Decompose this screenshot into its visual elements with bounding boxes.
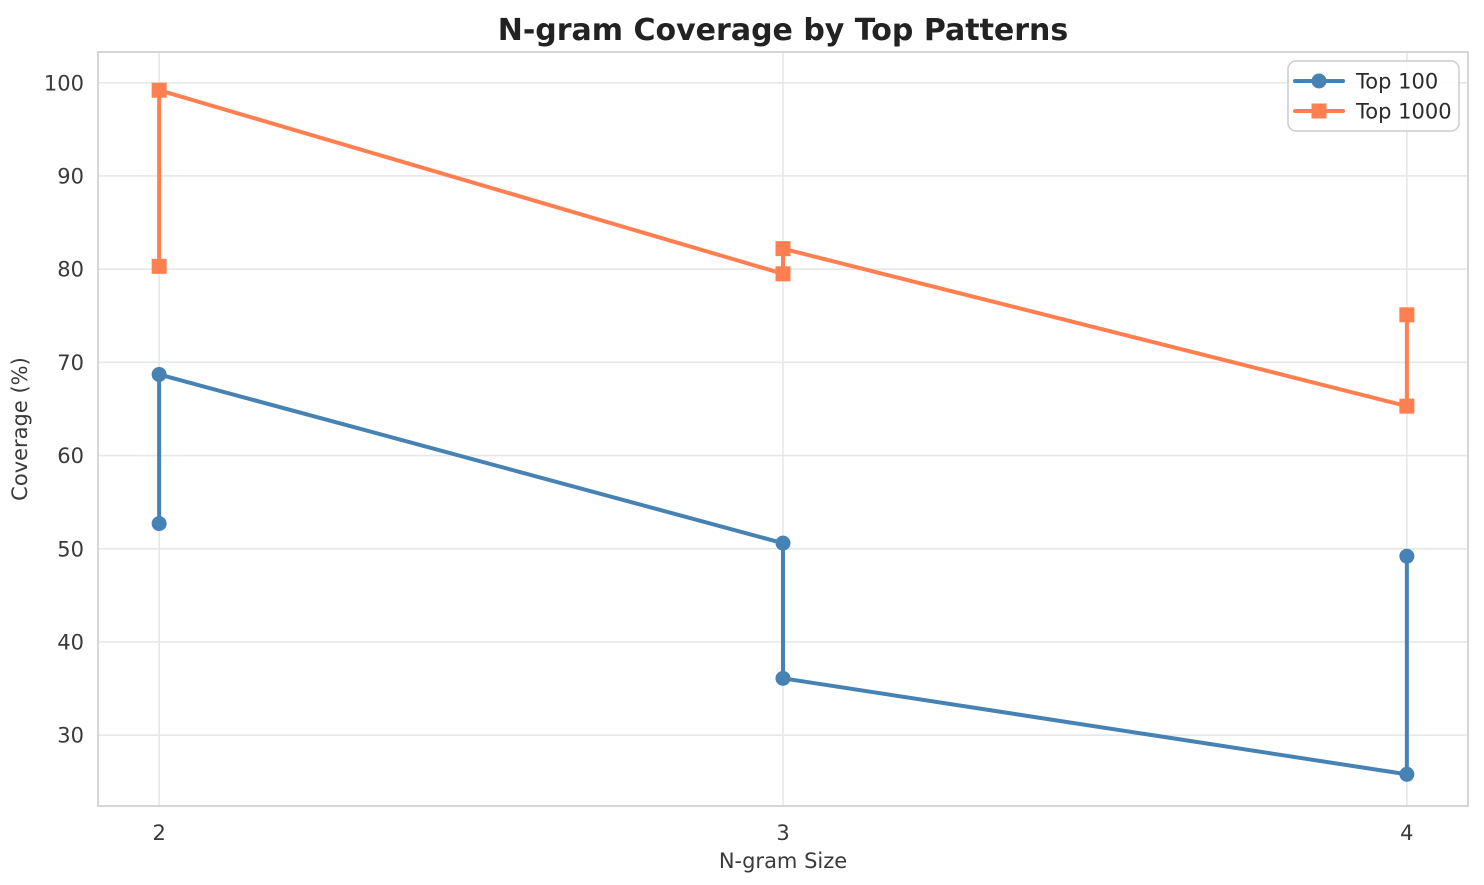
series-line-top-1000 [157,88,1409,409]
data-point-top-1000 [775,241,791,257]
y-tick-label: 80 [57,258,84,282]
y-tick-label: 50 [57,537,84,561]
data-point-top-100 [151,516,167,532]
data-point-top-1000 [1399,398,1415,414]
x-axis-label: N-gram Size [719,849,847,873]
legend-marker-top-100 [1311,73,1327,89]
chart-title: N-gram Coverage by Top Patterns [498,13,1069,48]
y-tick-label: 40 [57,630,84,654]
data-point-top-1000 [151,82,167,98]
y-tick-label: 60 [57,444,84,468]
y-tick-labels: 30 40 50 60 70 80 90 100 [44,71,84,747]
y-tick-label: 30 [57,724,84,748]
series-line-top-100 [157,372,1409,777]
legend-marker-top-1000 [1311,103,1327,119]
legend-label-top-100: Top 100 [1355,70,1438,94]
x-tick-labels: 2 3 4 [152,821,1413,845]
data-point-top-100 [1399,766,1415,782]
legend-label-top-1000: Top 1000 [1355,100,1452,124]
y-tick-label: 70 [57,351,84,375]
x-tick-label: 3 [776,821,789,845]
data-point-top-1000 [775,266,791,282]
series-layer [151,82,1415,782]
plot-border [97,51,1469,807]
y-tick-label: 90 [57,164,84,188]
x-tick-label: 2 [152,821,165,845]
data-point-top-1000 [151,258,167,274]
data-point-top-100 [1399,548,1415,564]
legend: Top 100 Top 1000 [1287,60,1460,132]
y-axis-label: Coverage (%) [8,357,32,501]
data-point-top-1000 [1399,307,1415,323]
data-point-top-100 [775,535,791,551]
legend-box [1287,60,1460,132]
x-tick-label: 4 [1400,821,1413,845]
data-point-top-100 [775,670,791,686]
y-tick-label: 100 [44,71,84,95]
data-point-top-100 [151,366,167,382]
